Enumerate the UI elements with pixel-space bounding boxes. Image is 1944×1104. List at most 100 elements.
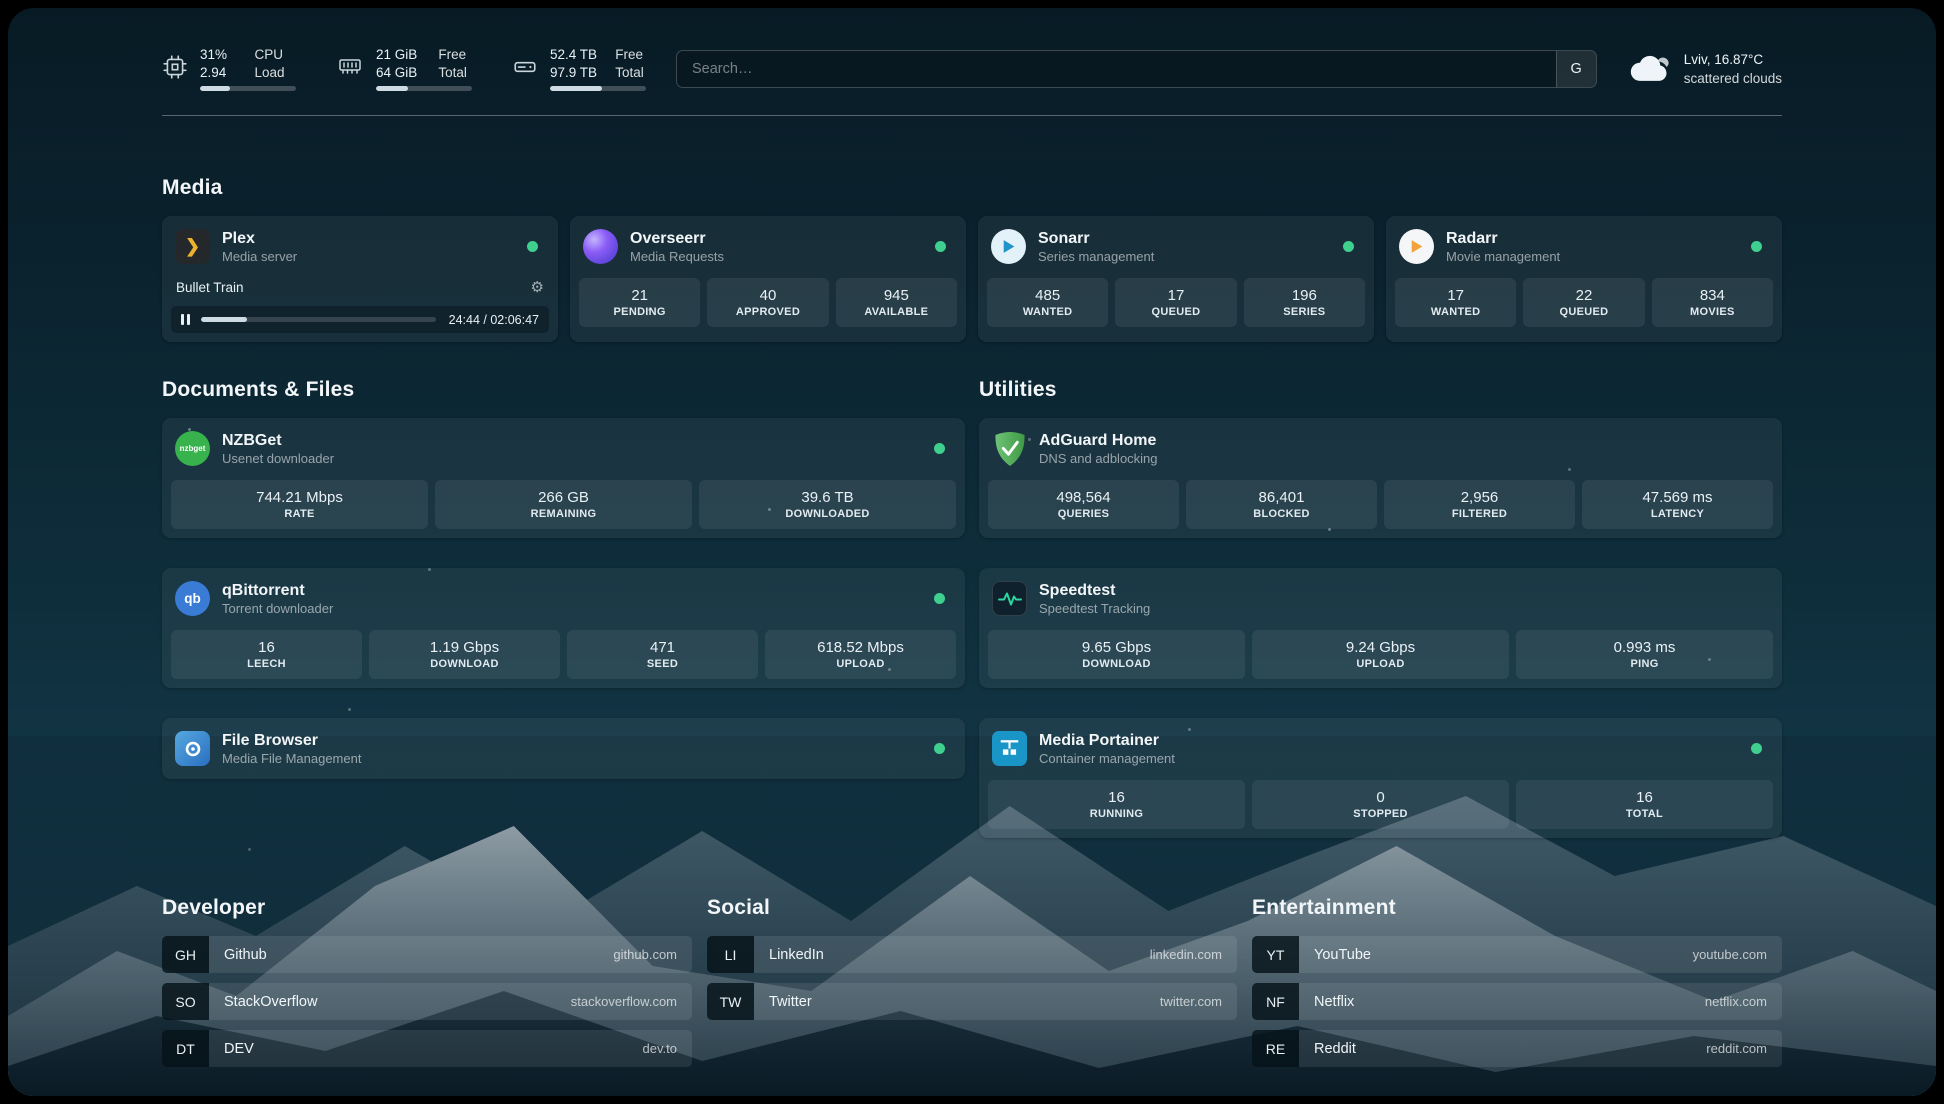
overseerr-link[interactable]: Overseerr Media Requests — [579, 225, 957, 268]
bookmark-name: Reddit — [1314, 1040, 1356, 1057]
service-name: File Browser — [222, 732, 319, 749]
bookmark-netflix[interactable]: NF Netflix netflix.com — [1252, 983, 1782, 1020]
stat: 86,401 BLOCKED — [1186, 480, 1377, 529]
section-utilities: Utilities — [979, 378, 1782, 838]
pause-icon — [181, 314, 190, 325]
adguard-card: AdGuard Home DNS and adblocking 498,564 Q… — [979, 418, 1782, 538]
overseerr-icon — [583, 229, 618, 264]
stat: 47.569 ms LATENCY — [1582, 480, 1773, 529]
speedtest-card: Speedtest Speedtest Tracking 9.65 Gbps DO… — [979, 568, 1782, 688]
bookmark-abbr: NF — [1252, 983, 1299, 1020]
stat: 0.993 ms PING — [1516, 630, 1773, 679]
filebrowser-card: File Browser Media File Management — [162, 718, 965, 779]
service-name: Speedtest — [1039, 582, 1116, 599]
service-name: Overseerr — [630, 230, 706, 247]
stat: 22 QUEUED — [1523, 278, 1645, 327]
service-name: Radarr — [1446, 230, 1498, 247]
bookmark-url: linkedin.com — [1149, 947, 1222, 962]
stat: 0 STOPPED — [1252, 780, 1509, 829]
status-dot — [934, 593, 945, 604]
bookmark-youtube[interactable]: YT YouTube youtube.com — [1252, 936, 1782, 973]
top-bar: 31% CPU 2.94 Load — [162, 46, 1782, 91]
section-entertainment: Entertainment YT YouTube youtube.com NF N… — [1252, 896, 1782, 1067]
memory-total-value: 64 GiB — [376, 65, 418, 80]
bookmark-name: DEV — [224, 1040, 254, 1057]
memory-total-label: Total — [438, 65, 467, 80]
bookmark-url: dev.to — [642, 1041, 677, 1056]
service-name: AdGuard Home — [1039, 432, 1157, 449]
status-dot — [1343, 241, 1354, 252]
search-input[interactable] — [677, 50, 1556, 87]
bookmark-name: Twitter — [769, 993, 812, 1010]
service-desc: Usenet downloader — [222, 451, 335, 466]
search-provider-button[interactable]: G — [1555, 50, 1596, 87]
bookmark-abbr: SO — [162, 983, 209, 1020]
bookmark-abbr: LI — [707, 936, 754, 973]
plex-link[interactable]: ❯ Plex Media server — [171, 225, 549, 268]
bookmark-stackoverflow[interactable]: SO StackOverflow stackoverflow.com — [162, 983, 692, 1020]
service-name: Plex — [222, 230, 255, 247]
stat: 9.24 Gbps UPLOAD — [1252, 630, 1509, 679]
resource-widgets: 31% CPU 2.94 Load — [162, 46, 646, 91]
header-divider — [162, 115, 1782, 116]
plex-now-playing: Bullet Train — [176, 279, 244, 295]
entertainment-section-title: Entertainment — [1252, 896, 1396, 919]
dashboard-page: 31% CPU 2.94 Load — [8, 8, 1936, 1096]
bookmark-twitter[interactable]: TW Twitter twitter.com — [707, 983, 1237, 1020]
nzbget-icon: nzbget — [175, 431, 210, 466]
portainer-card: Media Portainer Container management 16 R… — [979, 718, 1782, 838]
documents-section-title: Documents & Files — [162, 378, 355, 401]
stat: 471 SEED — [567, 630, 758, 679]
disk-total-label: Total — [615, 65, 644, 80]
mountain-background — [8, 736, 1936, 1096]
plex-progress-track — [201, 317, 436, 322]
radarr-icon — [1399, 229, 1434, 264]
bookmark-abbr: GH — [162, 936, 209, 973]
disk-total-value: 97.9 TB — [550, 65, 598, 80]
service-name: qBittorrent — [222, 582, 305, 599]
bookmark-name: YouTube — [1314, 946, 1371, 963]
social-section-title: Social — [707, 896, 771, 919]
stat: 196 SERIES — [1243, 278, 1365, 327]
weather-widget: Lviv, 16.87°C scattered clouds — [1627, 50, 1782, 88]
search-bar: G — [676, 49, 1597, 88]
qbittorrent-icon: qb — [175, 581, 210, 616]
weather-location: Lviv, 16.87°C — [1683, 51, 1764, 67]
bookmark-linkedin[interactable]: LI LinkedIn linkedin.com — [707, 936, 1237, 973]
adguard-link[interactable]: AdGuard Home DNS and adblocking — [988, 427, 1773, 470]
service-desc: Speedtest Tracking — [1039, 601, 1151, 616]
service-desc: Container management — [1039, 751, 1175, 766]
plex-card: ❯ Plex Media server Bullet Train ⚙ — [162, 216, 558, 342]
bookmark-url: stackoverflow.com — [570, 994, 677, 1009]
nzbget-link[interactable]: nzbget NZBGet Usenet downloader — [171, 427, 956, 470]
memory-icon — [336, 54, 364, 83]
gear-icon: ⚙ — [530, 279, 544, 296]
bookmark-url: github.com — [613, 947, 677, 962]
stat: 39.6 TB DOWNLOADED — [699, 480, 956, 529]
stat: 9.65 Gbps DOWNLOAD — [988, 630, 1245, 679]
status-dot — [1751, 743, 1762, 754]
stat: 16 TOTAL — [1516, 780, 1773, 829]
cpu-icon — [162, 54, 188, 85]
radarr-link[interactable]: Radarr Movie management — [1395, 225, 1773, 268]
service-desc: Movie management — [1446, 249, 1561, 264]
memory-meter — [376, 86, 472, 91]
bookmark-dev[interactable]: DT DEV dev.to — [162, 1030, 692, 1067]
disk-widget: 52.4 TB Free 97.9 TB Total — [512, 46, 646, 91]
cpu-usage-label: CPU — [254, 47, 283, 62]
bookmark-reddit[interactable]: RE Reddit reddit.com — [1252, 1030, 1782, 1067]
service-name: Sonarr — [1038, 230, 1090, 247]
filebrowser-icon — [175, 731, 210, 766]
cpu-load-label: Load — [254, 65, 285, 80]
filebrowser-link[interactable]: File Browser Media File Management — [171, 727, 956, 770]
plex-playback-time: 24:44 / 02:06:47 — [448, 312, 539, 327]
speedtest-link[interactable]: Speedtest Speedtest Tracking — [988, 577, 1773, 620]
portainer-link[interactable]: Media Portainer Container management — [988, 727, 1773, 770]
bookmark-abbr: TW — [707, 983, 754, 1020]
section-documents: Documents & Files nzbget NZBGet Usenet d… — [162, 378, 965, 779]
plex-player-bar: 24:44 / 02:06:47 — [171, 306, 549, 333]
disk-free-label: Free — [615, 47, 644, 62]
bookmark-github[interactable]: GH Github github.com — [162, 936, 692, 973]
qbittorrent-link[interactable]: qb qBittorrent Torrent downloader — [171, 577, 956, 620]
sonarr-link[interactable]: Sonarr Series management — [987, 225, 1365, 268]
